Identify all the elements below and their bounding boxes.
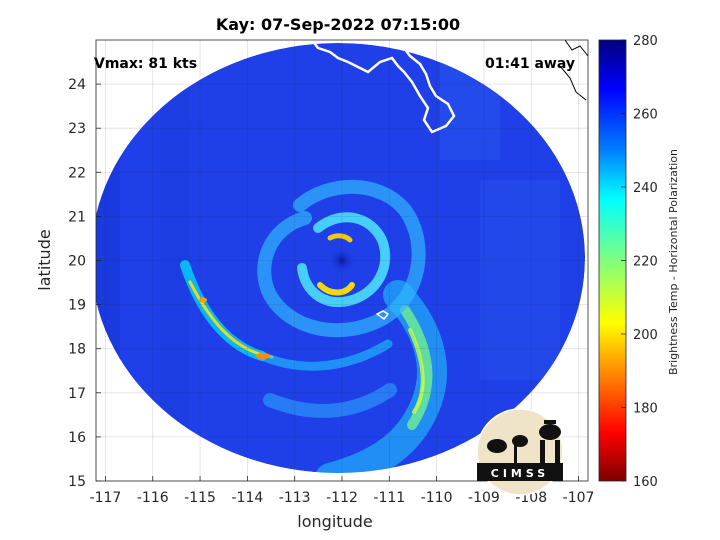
x-tick-label: -113 bbox=[279, 490, 311, 506]
x-tick-label: -107 bbox=[563, 490, 595, 506]
x-axis-label: longitude bbox=[297, 512, 372, 531]
colorbar-tick-label: 260 bbox=[633, 108, 658, 123]
chart-title: Kay: 07-Sep-2022 07:15:00 bbox=[216, 15, 460, 34]
y-axis-label: latitude bbox=[35, 229, 54, 290]
x-tick-label: -109 bbox=[468, 490, 500, 506]
time-away-label: 01:41 away bbox=[485, 56, 575, 72]
x-tick-label: -110 bbox=[421, 490, 453, 506]
x-tick-label: -117 bbox=[90, 490, 122, 506]
hotspot-1 bbox=[256, 353, 270, 359]
x-tick-label: -115 bbox=[184, 490, 216, 506]
baja-coastline bbox=[311, 40, 456, 134]
x-tick-label: -111 bbox=[373, 490, 405, 506]
vmax-label: Vmax: 81 kts bbox=[94, 56, 197, 72]
colorbar: 160 180 200 220 240 260 280 Brightness Temp - … bbox=[598, 34, 680, 490]
hotspot-2 bbox=[199, 297, 207, 303]
microwave-swath bbox=[96, 43, 585, 473]
plot-frame bbox=[95, 39, 589, 482]
colorbar-tick-label: 280 bbox=[633, 34, 658, 49]
cimss-logo: CIMSS bbox=[476, 408, 564, 496]
x-axis-ticks: -117 -116 -115 -114 -113 -112 -111 -110 -109 -108… bbox=[90, 476, 595, 506]
rainband-inner bbox=[257, 179, 426, 338]
mainland-coastline bbox=[559, 40, 588, 101]
y-tick-label: 24 bbox=[68, 77, 86, 93]
y-tick-label: 15 bbox=[68, 474, 86, 490]
y-tick-label: 21 bbox=[68, 209, 86, 225]
colorbar-tick-label: 220 bbox=[633, 255, 658, 270]
x-tick-label: -114 bbox=[231, 490, 263, 506]
logo-text: CIMSS bbox=[491, 467, 549, 480]
colorbar-tick-label: 240 bbox=[633, 181, 658, 196]
y-tick-label: 23 bbox=[68, 121, 86, 137]
storm-eye bbox=[329, 247, 355, 274]
colorbar-tick-label: 180 bbox=[633, 402, 658, 417]
x-tick-label: -112 bbox=[326, 490, 358, 506]
colorbar-tick-label: 160 bbox=[633, 475, 658, 490]
colorbar-label: Brightness Temp - Horizontal Polarizatio… bbox=[667, 149, 680, 375]
y-tick-label: 20 bbox=[68, 254, 86, 270]
y-tick-label: 19 bbox=[68, 298, 86, 314]
y-tick-label: 16 bbox=[68, 430, 86, 446]
y-tick-label: 17 bbox=[68, 386, 86, 402]
socorro-island bbox=[375, 310, 390, 321]
colorbar-ticks: 160 180 200 220 240 260 280 bbox=[621, 34, 658, 490]
rainband-southern bbox=[263, 280, 447, 473]
y-tick-label: 22 bbox=[68, 165, 86, 181]
y-tick-label: 18 bbox=[68, 342, 86, 358]
y-axis-ticks: 15 16 17 18 19 20 21 22 23 24 bbox=[68, 77, 101, 490]
x-tick-label: -116 bbox=[137, 490, 169, 506]
colorbar-tick-label: 200 bbox=[633, 328, 658, 343]
